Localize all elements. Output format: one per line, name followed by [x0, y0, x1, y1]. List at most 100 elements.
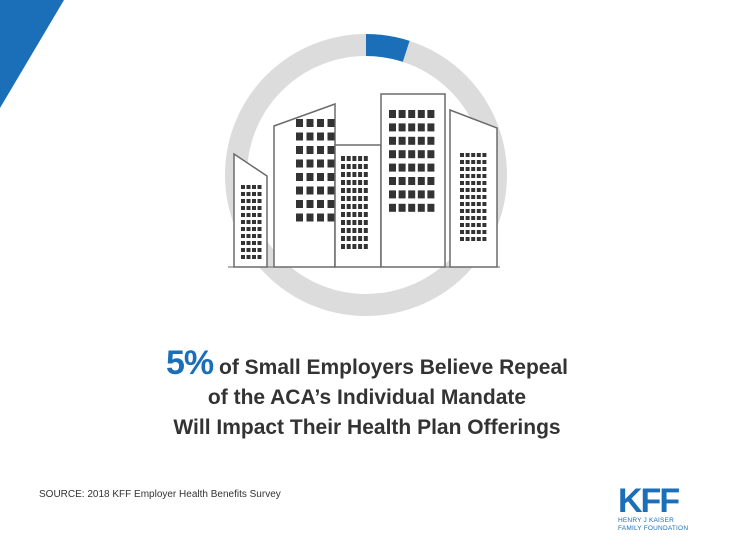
- building-5-window: [465, 188, 470, 192]
- building-1-window: [252, 199, 256, 203]
- building-2-window: [327, 186, 335, 195]
- building-3-window: [352, 204, 357, 209]
- building-4-window: [398, 203, 406, 212]
- building-5-window: [476, 174, 481, 178]
- building-5-window: [465, 216, 470, 220]
- building-1-window: [252, 234, 256, 238]
- building-4-window: [398, 123, 406, 132]
- building-2-window: [306, 213, 314, 222]
- building-5-window: [482, 237, 487, 241]
- building-5-window: [460, 223, 464, 227]
- building-3-window: [341, 212, 345, 217]
- buildings-illustration: [228, 93, 500, 268]
- building-5-window: [460, 174, 464, 178]
- building-5-window: [476, 237, 481, 241]
- logo-line-1: HENRY J KAISER: [618, 517, 675, 524]
- building-2-window: [327, 132, 335, 141]
- building-3-window: [346, 244, 351, 249]
- building-2-window: [327, 200, 335, 208]
- building-3-window: [363, 220, 368, 225]
- building-2-window: [296, 146, 303, 154]
- building-5-window: [471, 216, 476, 220]
- building-3-window: [341, 236, 345, 241]
- building-5-window: [471, 188, 476, 192]
- building-5-window: [460, 209, 464, 213]
- building-3-window: [341, 164, 345, 169]
- corner-accent-triangle: [0, 0, 64, 108]
- building-5-window: [465, 160, 470, 164]
- building-3-window: [352, 244, 357, 249]
- building-5-window: [471, 160, 476, 164]
- building-5-window: [482, 195, 487, 199]
- building-5-window: [476, 230, 481, 234]
- building-1-window: [241, 192, 245, 196]
- headline-line-1-text: of Small Employers Believe Repeal: [213, 356, 568, 379]
- building-5-window: [482, 160, 487, 164]
- building-1-window: [257, 248, 262, 252]
- building-1-window: [241, 241, 245, 245]
- building-1-window: [241, 213, 245, 217]
- building-2-window: [296, 200, 303, 208]
- building-5-window: [471, 202, 476, 206]
- building-2-window: [296, 132, 303, 141]
- building-3-window: [341, 204, 345, 209]
- building-1-window: [257, 206, 262, 210]
- building-5-window: [471, 174, 476, 178]
- building-5-window: [471, 237, 476, 241]
- building-3-window: [352, 236, 357, 241]
- building-1-window: [241, 220, 245, 224]
- building-3-window: [346, 156, 351, 161]
- building-3-window: [346, 188, 351, 193]
- building-5-window: [465, 195, 470, 199]
- building-1-window: [246, 255, 251, 259]
- building-4-window: [408, 150, 416, 159]
- building-5-window: [460, 167, 464, 171]
- building-3-window: [363, 180, 368, 185]
- building-5-window: [482, 188, 487, 192]
- building-4-window: [389, 163, 396, 172]
- building-3-window: [363, 228, 368, 233]
- building-3-window: [346, 196, 351, 201]
- building-5-window: [476, 195, 481, 199]
- building-5-window: [465, 167, 470, 171]
- building-4-window: [389, 177, 396, 185]
- building-4-window: [389, 150, 396, 159]
- building-3-window: [363, 204, 368, 209]
- building-3-window: [358, 180, 363, 185]
- headline-line-2: of the ACA’s Individual Mandate: [207, 386, 527, 409]
- building-5-window: [476, 181, 481, 185]
- building-3-window: [352, 180, 357, 185]
- building-4-window: [417, 150, 425, 159]
- building-5-window: [460, 237, 464, 241]
- building-2-window: [306, 119, 314, 127]
- building-3-window: [341, 180, 345, 185]
- building-3-window: [341, 156, 345, 161]
- building-5-window: [460, 216, 464, 220]
- building-3-window: [363, 236, 368, 241]
- building-3-window: [346, 212, 351, 217]
- building-5-window: [476, 202, 481, 206]
- building-3-window: [358, 244, 363, 249]
- building-4-window: [417, 203, 425, 212]
- building-1-window: [246, 213, 251, 217]
- building-3-window: [341, 228, 345, 233]
- building-4-window: [417, 110, 425, 118]
- building-5-window: [482, 174, 487, 178]
- building-2-window: [296, 173, 303, 181]
- building-3-window: [358, 220, 363, 225]
- building-4-window: [427, 110, 435, 118]
- building-1-window: [241, 234, 245, 238]
- building-5-window: [460, 195, 464, 199]
- source-note: SOURCE: 2018 KFF Employer Health Benefit…: [39, 489, 281, 500]
- building-4-window: [398, 150, 406, 159]
- building-5-window: [460, 202, 464, 206]
- building-5-window: [476, 216, 481, 220]
- ring-value-5pct: [365, 34, 410, 62]
- building-3-window: [346, 220, 351, 225]
- building-1-window: [257, 185, 262, 189]
- building-2-window: [327, 159, 335, 168]
- building-1-window: [257, 234, 262, 238]
- building-5-window: [482, 153, 487, 157]
- building-4-window: [408, 136, 416, 145]
- kff-logo: KFF HENRY J KAISER FAMILY FOUNDATION: [618, 484, 708, 533]
